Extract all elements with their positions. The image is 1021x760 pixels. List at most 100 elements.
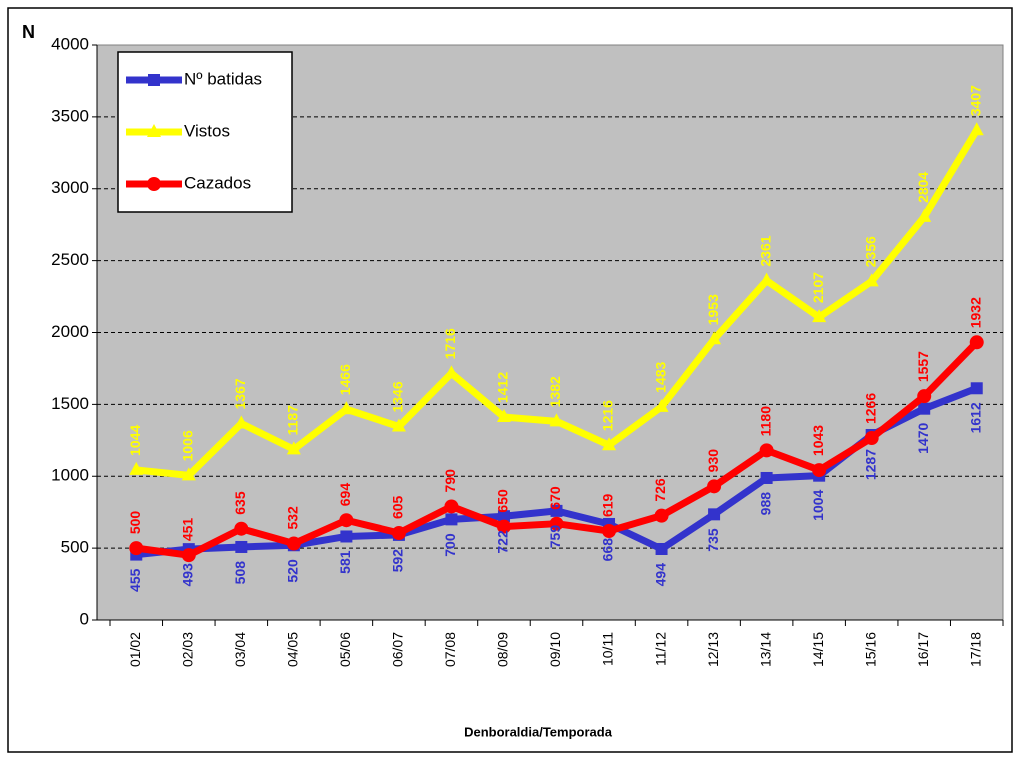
marker xyxy=(444,365,459,379)
marker xyxy=(602,524,617,539)
marker xyxy=(760,471,773,484)
x-axis-label: Denboraldia/Temporada xyxy=(464,724,613,739)
data-label: 1716 xyxy=(442,328,458,359)
marker xyxy=(708,508,721,521)
y-tick-label: 500 xyxy=(61,538,89,557)
data-label: 605 xyxy=(390,495,406,519)
x-tick-label: 09/10 xyxy=(547,632,563,667)
marker xyxy=(812,463,827,478)
marker xyxy=(391,526,406,541)
x-tick-label: 11/12 xyxy=(652,632,668,666)
marker xyxy=(445,513,458,526)
marker xyxy=(286,536,301,551)
marker xyxy=(812,309,827,323)
marker xyxy=(864,431,879,446)
data-label: 2361 xyxy=(757,235,773,266)
marker xyxy=(759,443,774,458)
x-tick-label: 05/06 xyxy=(337,632,353,667)
marker xyxy=(444,499,459,514)
y-tick-label: 1000 xyxy=(51,466,89,485)
y-tick-label: 2500 xyxy=(51,250,89,269)
x-tick-label: 08/09 xyxy=(495,632,511,667)
marker xyxy=(129,541,144,556)
x-tick-label: 12/13 xyxy=(705,632,721,667)
x-tick-label: 01/02 xyxy=(127,632,143,667)
data-label: 508 xyxy=(232,561,248,585)
data-label: 494 xyxy=(652,563,668,587)
x-tick-label: 03/04 xyxy=(232,632,248,667)
y-tick-label: 1500 xyxy=(51,394,89,413)
marker xyxy=(917,208,932,222)
data-label: 1557 xyxy=(915,351,931,382)
data-label: 1043 xyxy=(810,425,826,456)
data-label: 1382 xyxy=(547,376,563,407)
marker xyxy=(549,516,564,531)
marker xyxy=(707,479,722,494)
legend-label: Vistos xyxy=(184,121,230,140)
marker xyxy=(759,272,774,286)
data-label: 1180 xyxy=(757,406,773,437)
y-tick-label: 4000 xyxy=(51,34,89,53)
data-label: 619 xyxy=(600,493,616,517)
data-label: 635 xyxy=(232,491,248,515)
data-label: 532 xyxy=(285,506,301,530)
marker xyxy=(918,402,931,415)
x-tick-label: 10/11 xyxy=(600,632,616,666)
y-tick-label: 3500 xyxy=(51,106,89,125)
data-label: 500 xyxy=(127,511,143,535)
marker xyxy=(181,467,196,481)
x-tick-label: 14/15 xyxy=(810,632,826,667)
data-label: 1004 xyxy=(810,489,826,520)
marker xyxy=(970,382,983,395)
x-tick-label: 06/07 xyxy=(390,632,406,667)
marker xyxy=(497,510,510,523)
marker xyxy=(147,177,161,191)
data-label: 668 xyxy=(600,538,616,562)
data-label: 581 xyxy=(337,550,353,574)
x-tick-label: 17/18 xyxy=(967,632,983,667)
marker xyxy=(602,437,617,451)
data-label: 1483 xyxy=(652,361,668,392)
y-tick-label: 3000 xyxy=(51,178,89,197)
data-label: 520 xyxy=(285,559,301,583)
marker xyxy=(707,331,722,345)
x-tick-label: 16/17 xyxy=(915,632,931,667)
data-label: 722 xyxy=(495,530,511,554)
data-label: 1287 xyxy=(862,449,878,480)
data-label: 670 xyxy=(547,486,563,510)
marker xyxy=(129,461,144,475)
marker xyxy=(235,540,248,553)
legend-label: Nº batidas xyxy=(184,69,262,88)
data-label: 1266 xyxy=(862,393,878,424)
y-tick-label: 0 xyxy=(80,609,89,628)
data-label: 1612 xyxy=(967,402,983,433)
x-tick-label: 13/14 xyxy=(757,632,773,667)
marker xyxy=(654,508,669,523)
marker xyxy=(339,513,354,528)
marker xyxy=(339,401,354,415)
data-label: 1216 xyxy=(600,400,616,431)
data-label: 2804 xyxy=(915,172,931,203)
marker xyxy=(969,122,984,136)
data-label: 726 xyxy=(652,478,668,502)
marker xyxy=(148,74,160,86)
marker xyxy=(496,519,511,534)
data-label: 451 xyxy=(179,518,195,542)
marker xyxy=(391,418,406,432)
marker xyxy=(654,398,669,412)
data-label: 790 xyxy=(442,469,458,493)
data-label: 455 xyxy=(127,568,143,592)
data-label: 1006 xyxy=(179,430,195,461)
data-label: 988 xyxy=(757,492,773,516)
data-label: 1953 xyxy=(705,294,721,325)
marker xyxy=(917,389,932,404)
y-axis-label: N xyxy=(22,22,35,42)
marker xyxy=(549,413,564,427)
marker xyxy=(234,521,249,536)
data-label: 1187 xyxy=(285,405,301,436)
data-label: 700 xyxy=(442,533,458,557)
data-label: 1466 xyxy=(337,364,353,395)
x-tick-label: 15/16 xyxy=(862,632,878,667)
data-label: 592 xyxy=(390,549,406,573)
